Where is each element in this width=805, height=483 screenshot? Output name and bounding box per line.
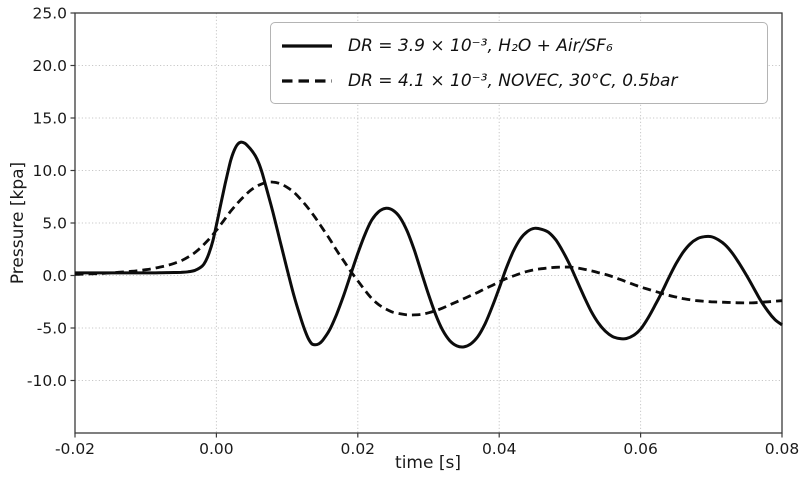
x-tick-label: 0.06 xyxy=(623,440,658,458)
y-tick-label: -10.0 xyxy=(27,372,67,390)
x-tick-label: -0.02 xyxy=(55,440,95,458)
y-tick-label: 10.0 xyxy=(32,162,67,180)
y-axis-label: Pressure [kpa] xyxy=(8,161,28,285)
y-tick-label: 20.0 xyxy=(32,57,67,75)
legend-item: DR = 4.1 × 10⁻³, NOVEC, 30°C, 0.5bar xyxy=(281,64,753,97)
x-tick-label: 0.02 xyxy=(341,440,376,458)
legend-item: DR = 3.9 × 10⁻³, H₂O + Air/SF₆ xyxy=(281,29,753,62)
curve-solid xyxy=(74,140,783,349)
legend-label: DR = 4.1 × 10⁻³, NOVEC, 30°C, 0.5bar xyxy=(348,70,678,91)
y-tick-label: 15.0 xyxy=(32,110,67,128)
y-tick-label: 25.0 xyxy=(32,5,67,23)
x-tick-label: 0.00 xyxy=(199,440,234,458)
legend: DR = 3.9 × 10⁻³, H₂O + Air/SF₆ DR = 4.1 … xyxy=(270,22,768,104)
x-tick-label: 0.04 xyxy=(482,440,517,458)
solid-line-icon xyxy=(282,43,332,48)
legend-label: DR = 3.9 × 10⁻³, H₂O + Air/SF₆ xyxy=(348,35,613,56)
x-tick-label: 0.08 xyxy=(765,440,800,458)
y-tick-label: 0.0 xyxy=(42,267,67,285)
x-axis-label: time [s] xyxy=(395,453,461,473)
y-tick-label: 5.0 xyxy=(42,215,67,233)
y-tick-label: -5.0 xyxy=(37,320,67,338)
dashed-line-icon xyxy=(282,78,332,83)
